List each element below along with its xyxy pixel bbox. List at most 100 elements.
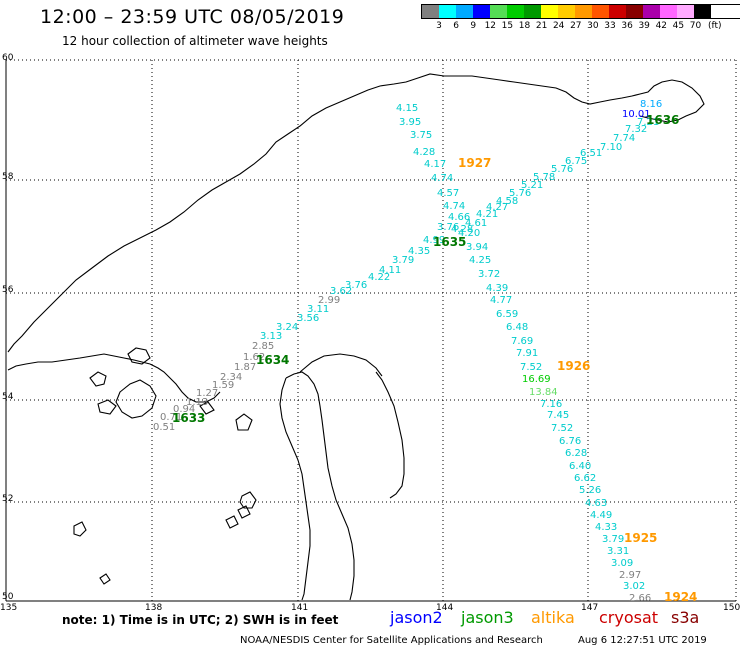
legend-swatches (421, 4, 740, 19)
legend-label: 6 (453, 21, 459, 31)
wave-height-value: 4.63 (585, 498, 607, 509)
coastline-islet-7 (225, 515, 239, 529)
wave-height-value: 6.40 (569, 461, 591, 472)
legend-label: 42 (655, 21, 668, 31)
wave-height-value: 6.62 (574, 473, 596, 484)
wave-height-value: 7.21 (637, 117, 659, 128)
wave-height-value: 2.34 (220, 372, 242, 383)
wave-height-value: 7.32 (625, 124, 647, 135)
wave-height-value: 1.59 (212, 380, 234, 391)
wave-height-value: 7.52 (520, 362, 542, 373)
wave-height-value: 3.11 (307, 304, 329, 315)
wave-height-value: 2.97 (619, 570, 641, 581)
coastline-islet-1 (89, 371, 107, 387)
lat-label-58: 58 (2, 172, 14, 182)
coastline-islet-2 (97, 399, 117, 415)
wave-height-value: 4.58 (496, 196, 518, 207)
wave-height-value: 1.27 (196, 388, 218, 399)
lat-label-52: 52 (2, 494, 14, 504)
wave-height-value: 4.35 (408, 246, 430, 257)
wave-height-value: 4.49 (590, 510, 612, 521)
lon-label-141: 141 (291, 603, 309, 613)
wave-height-value: 4.74 (431, 173, 453, 184)
wave-height-value: 3.75 (410, 130, 432, 141)
legend-swatch (575, 5, 592, 18)
wave-height-value: 5.76 (551, 164, 573, 175)
wave-height-value: 5.78 (533, 172, 555, 183)
lon-label-147: 147 (581, 603, 599, 613)
legend-unit: (ft) (708, 21, 722, 31)
legend-label: 33 (604, 21, 616, 31)
wave-height-value: 4.17 (424, 159, 446, 170)
legend-swatch (439, 5, 456, 18)
legend-labels: (ft) 3 6 9 12 15 18 21 24 27 30 33 36 39 42 45 70 (421, 19, 740, 33)
graticule (5, 59, 737, 602)
wave-height-value: 5.26 (579, 485, 601, 496)
track-time-label: 1634 (256, 353, 289, 367)
wave-height-value: 5.21 (521, 180, 543, 191)
wave-height-value: 7.52 (551, 423, 573, 434)
wave-height-value: 4.39 (486, 283, 508, 294)
wave-height-value: 4.33 (595, 522, 617, 533)
wave-height-value: 6.48 (506, 322, 528, 333)
legend-swatch (558, 5, 575, 18)
coastline-sakhalin-west (279, 377, 311, 601)
map-title: 12:00 – 23:59 UTC 08/05/2019 (40, 6, 345, 28)
wave-height-value: 3.72 (478, 269, 500, 280)
track-time-label: 1924 (664, 590, 697, 604)
lat-label-50: 50 (2, 592, 14, 602)
lat-label-54: 54 (2, 392, 14, 402)
wave-height-value: 6.76 (559, 436, 581, 447)
wave-height-value: 4.22 (368, 272, 390, 283)
legend-swatch (524, 5, 541, 18)
legend-swatch (609, 5, 626, 18)
wave-height-value: 3.76 (345, 280, 367, 291)
track-time-label: 1636 (646, 113, 679, 127)
coastline-islet-3 (127, 347, 151, 365)
wave-height-value: 4.15 (396, 103, 418, 114)
wave-height-value: 3.56 (297, 313, 319, 324)
satellite-cryosat: cryosat (599, 608, 659, 627)
legend-label: 27 (570, 21, 582, 31)
legend-swatch (660, 5, 677, 18)
legend-label: 21 (535, 21, 548, 31)
legend-label: 39 (638, 21, 650, 31)
legend-swatch (677, 5, 694, 18)
coastline-islet-10 (99, 573, 111, 585)
legend-label: 9 (470, 21, 477, 31)
legend-swatch (694, 5, 711, 18)
coastline-islet-6 (239, 491, 257, 509)
wave-height-value: 7.74 (613, 133, 635, 144)
wave-height-value: 4.28 (451, 224, 473, 235)
coastline (7, 73, 705, 601)
legend-swatch (541, 5, 558, 18)
wave-height-value: 0.94 (173, 404, 195, 415)
legend-label: 15 (501, 21, 514, 31)
footnote: note: 1) Time is in UTC; 2) SWH is in fe… (62, 613, 339, 627)
wave-height-value: 6.59 (496, 309, 518, 320)
legend-swatch (473, 5, 490, 18)
track-time-label: 1926 (557, 359, 590, 373)
wave-height-value: 4.77 (490, 295, 512, 306)
wave-height-value: 1.62 (243, 352, 265, 363)
track-time-label: 1927 (458, 156, 491, 170)
legend-swatch (592, 5, 609, 18)
wave-height-value: 3.09 (611, 558, 633, 569)
wave-height-value: 7.10 (600, 142, 622, 153)
coastline-island-west (115, 379, 157, 419)
wave-height-value: 4.25 (469, 255, 491, 266)
track-time-label: 1633 (172, 411, 205, 425)
map-subtitle: 12 hour collection of altimeter wave hei… (62, 34, 328, 48)
legend-label: 36 (621, 21, 633, 31)
wave-height-value: 0.71 (160, 412, 182, 423)
generation-timestamp: Aug 6 12:27:51 UTC 2019 (578, 635, 707, 646)
wave-height-value: 1.13 (186, 397, 208, 408)
wave-height-value: 2.99 (318, 295, 340, 306)
wave-height-value: 7.69 (511, 336, 533, 347)
legend-label: 24 (552, 21, 565, 31)
coastline-bay (149, 363, 221, 403)
coastline-islet-4 (235, 413, 253, 431)
wave-height-value: 0.51 (153, 422, 175, 433)
credit-line: NOAA/NESDIS Center for Satellite Applica… (240, 635, 543, 646)
wave-height-value: 16.69 (522, 374, 551, 385)
